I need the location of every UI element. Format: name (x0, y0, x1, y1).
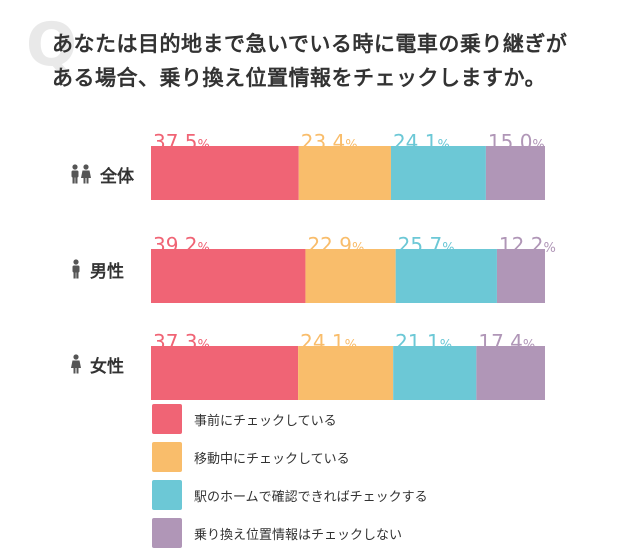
data-label-female-1: 37.3% (153, 330, 210, 354)
question-title: あなたは目的地まで急いでいる時に電車の乗り継ぎが ある場合、乗り換え位置情報をチ… (52, 27, 632, 95)
bar-segment-male-1 (151, 249, 306, 303)
data-label-female-2: 24.1% (300, 330, 357, 354)
data-label-male-1: 39.2% (153, 233, 210, 257)
bar-segment-female-4 (476, 346, 545, 400)
row-label-text: 女性 (90, 356, 124, 377)
row-label-female: 女性 (70, 352, 124, 377)
data-label-male-3: 25.7% (398, 233, 455, 257)
bar-segment-female-3 (393, 346, 477, 400)
bar-segment-male-3 (395, 249, 497, 303)
row-label-male: 男性 (70, 257, 124, 282)
question-line-1: あなたは目的地まで急いでいる時に電車の乗り継ぎが (52, 32, 568, 56)
bar-segment-total-4 (485, 146, 545, 200)
data-label-total-4: 15.0% (488, 130, 545, 154)
bar-segment-total-2 (298, 146, 391, 200)
data-label-total-3: 24.1% (393, 130, 450, 154)
bar-segment-male-2 (305, 249, 396, 303)
row-label-text: 全体 (100, 166, 134, 187)
legend-item: 事前にチェックしている (152, 400, 428, 438)
bar-segment-total-1 (151, 146, 299, 200)
bar-segment-male-4 (496, 249, 545, 303)
stacked-bar-chart: 37.5% 23.4% 24.1% 15.0% 39.2% 22.9% 25.7% 12.2%… (151, 130, 556, 400)
row-label-text: 男性 (90, 261, 124, 282)
data-label-male-4: 12.2% (499, 233, 556, 257)
female-icon (71, 354, 81, 374)
legend-swatch (152, 442, 182, 472)
legend-label: 事前にチェックしている (194, 413, 337, 429)
male-icon (72, 259, 80, 279)
legend-label: 乗り換え位置情報はチェックしない (194, 527, 403, 543)
data-label-total-1: 37.5% (153, 130, 210, 154)
data-label-total-2: 23.4% (301, 130, 358, 154)
row-label-total: 全体 (70, 162, 134, 187)
legend-label: 駅のホームで確認できればチェックする (194, 489, 428, 505)
data-label-male-2: 22.9% (307, 233, 364, 257)
bar-segment-total-3 (390, 146, 486, 200)
question-line-2: ある場合、乗り換え位置情報をチェックしますか。 (52, 66, 547, 90)
data-label-female-3: 21.1% (395, 330, 452, 354)
legend-item: 乗り換え位置情報はチェックしない (152, 514, 428, 552)
people-icon (71, 164, 91, 184)
data-label-female-4: 17.4% (478, 330, 535, 354)
legend-label: 移動中にチェックしている (194, 451, 350, 467)
bar-segment-female-2 (298, 346, 394, 400)
legend-item: 駅のホームで確認できればチェックする (152, 476, 428, 514)
chart-legend: 事前にチェックしている 移動中にチェックしている 駅のホームで確認できればチェッ… (152, 400, 428, 552)
legend-swatch (152, 404, 182, 434)
bar-segment-female-1 (151, 346, 299, 400)
legend-item: 移動中にチェックしている (152, 438, 428, 476)
legend-swatch (152, 518, 182, 548)
question-mark-icon: Q (26, 10, 78, 80)
legend-swatch (152, 480, 182, 510)
